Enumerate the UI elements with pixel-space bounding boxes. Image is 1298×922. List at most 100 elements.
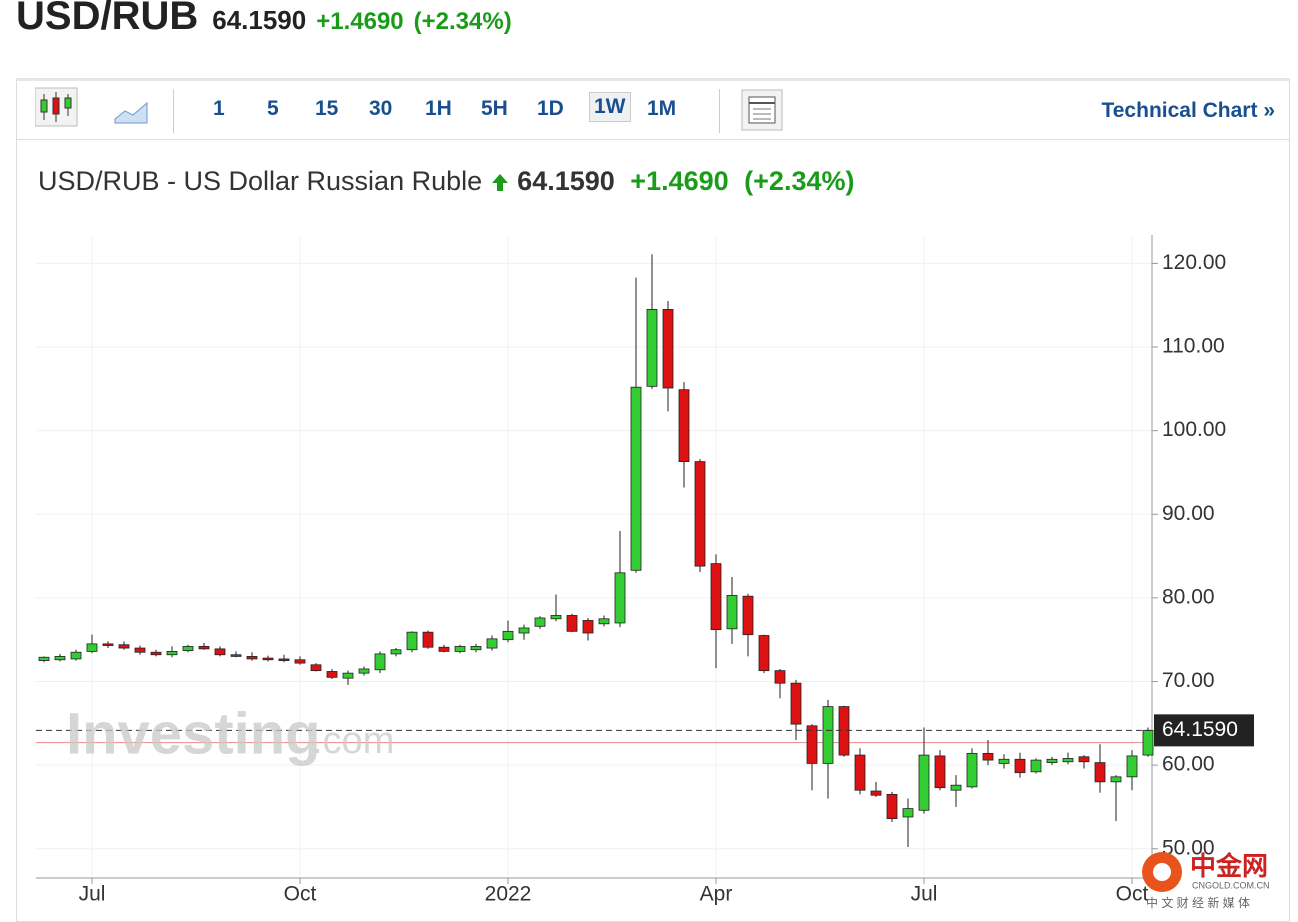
change: +1.4690 [316,8,404,35]
candle-body [182,645,194,651]
candle-body [342,672,354,679]
interval-button[interactable]: 30 [369,97,393,120]
candle-body [934,755,946,789]
candle-body [406,631,418,651]
interval-button[interactable]: 1D [537,97,564,120]
x-tick-label: Jul [911,883,938,906]
candle-body [1142,729,1154,756]
candle-body [998,758,1010,764]
toolbar: 1 5 15 30 1H 5H 1D 1W 1M Technical Chart » [16,78,1290,140]
candle-body [662,309,674,389]
candle-body [1062,758,1074,763]
logo-tagline: 中 文 财 经 新 媒 体 [1146,895,1250,910]
candle-body [390,649,402,655]
candle-body [854,754,866,791]
candle-body [294,659,306,664]
plot: 50.00 60.00 70.00 80.00 90.00 100.00 110.00 120… [36,235,1254,906]
candle-body [486,638,498,649]
candle-body [566,615,578,632]
candle-body [694,461,706,567]
candle-body [262,657,274,661]
interval-button[interactable]: 1W [589,92,631,122]
price: 64.1590 [212,5,307,35]
candle-body [246,656,258,660]
candle-body [1126,755,1138,778]
logo-name: 中金网 [1190,851,1268,881]
chevron[interactable]: » [1263,99,1275,122]
candle-body [550,615,562,620]
candle-body [822,706,834,764]
candle-body [278,658,290,662]
interval-button[interactable]: 15 [315,97,339,120]
watermark-brand: Investing [66,701,321,766]
change-pct: (+2.34%) [413,8,512,35]
area-icon[interactable] [113,97,153,127]
candle-body [918,754,930,811]
y-tick-label: 60.00 [1162,753,1215,776]
candle-body [1030,759,1042,773]
candle-body [214,648,226,656]
candle-body [982,753,994,761]
candle-body [790,682,802,725]
interval-button[interactable]: 5H [481,97,508,120]
candle-body [646,309,658,387]
chart-heading: USD/RUB - US Dollar Russian Ruble 64.159… [38,166,854,197]
chart-title: USD/RUB - US Dollar Russian Ruble [38,166,483,196]
candle-body [374,653,386,671]
candle-body [742,595,754,636]
candle-body [310,664,322,672]
candle-body [710,563,722,631]
watermark-suffix: .com [312,720,394,762]
candle-body [326,671,338,678]
x-tick-label: Oct [1116,883,1149,906]
candle-body [150,651,162,656]
candle-body [118,644,130,649]
interval-button[interactable]: 1 [213,97,225,120]
x-tick-label: Apr [700,883,733,906]
candle-body [358,668,370,674]
candle-body [886,793,898,820]
y-tick-label: 90.00 [1162,502,1215,525]
candle-body [454,645,466,652]
candle-body [70,651,82,660]
candle-body [86,643,98,652]
interval-button[interactable]: 1M [647,97,677,120]
candle-body [166,651,178,656]
candle-body [38,656,50,662]
candle-body [502,630,514,641]
last-price-tag [1154,714,1254,747]
y-tick-label: 100.00 [1162,418,1226,441]
candle-body [1046,758,1058,764]
candle-body [102,643,114,646]
up-arrow [491,174,508,191]
candle-body [534,617,546,627]
x-tick-label: Jul [79,883,106,906]
candle-icon[interactable] [35,86,95,136]
y-tick-label: 120.00 [1162,251,1226,274]
candle-body [134,647,146,653]
candle-body [870,790,882,796]
y-tick-label: 80.00 [1162,585,1215,608]
interval-button[interactable]: 1H [425,97,452,120]
candle-body [902,808,914,818]
candle-body [582,620,594,634]
candle-body [966,753,978,788]
layout-icon[interactable] [741,89,785,133]
link-text[interactable]: Technical Chart [1101,99,1258,122]
header: USD/RUB 64.1590 +1.4690 (+2.34%) [16,0,512,39]
technical-chart-link[interactable]: Technical Chart » [1101,99,1275,123]
candle-body [198,645,210,650]
candle-body [1014,758,1026,774]
candle-body [438,646,450,652]
last-price-label: 64.1590 [1162,718,1238,741]
logo-domain: CNGOLD.COM.CN [1192,880,1270,890]
candle-body [518,627,530,634]
interval-button[interactable]: 5 [267,97,279,120]
candle-body [1078,756,1090,763]
x-tick-label: 2022 [485,883,532,906]
y-tick-label: 50.00 [1162,836,1215,859]
y-tick-label: 70.00 [1162,669,1215,692]
candle-body [774,670,786,684]
